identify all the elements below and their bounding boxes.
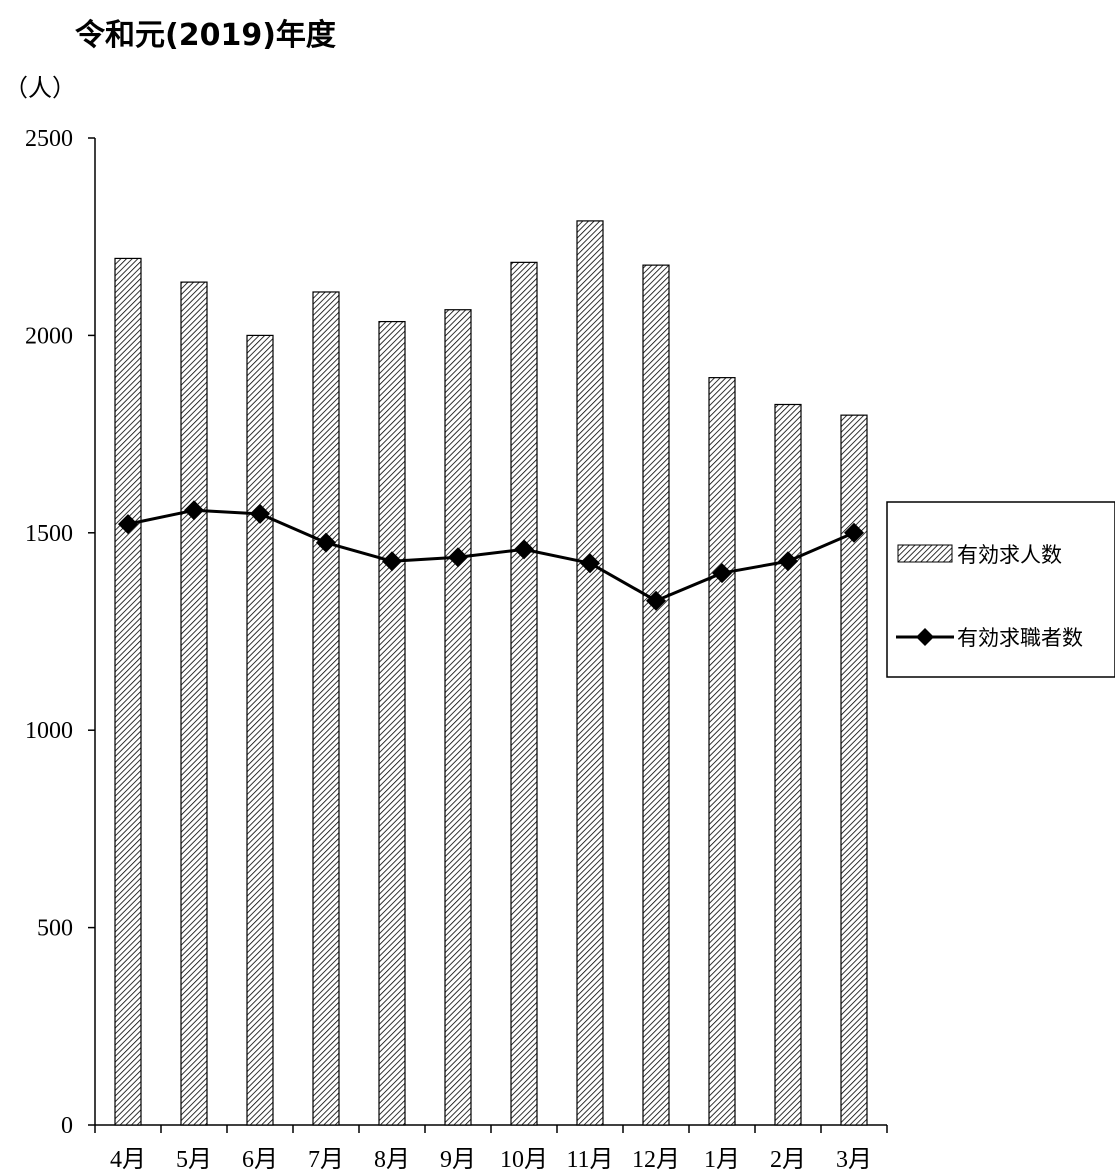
x-tick-label: 8月 [374,1147,410,1173]
x-tick-label: 3月 [836,1147,872,1173]
bar-4 [312,291,340,1126]
x-tick-label: 5月 [176,1147,212,1173]
x-tick-label: 7月 [308,1147,344,1173]
x-tick-label: 10月 [500,1147,548,1173]
x-tick-label: 12月 [632,1147,680,1173]
y-tick-label: 2000 [25,323,73,349]
bar-3 [246,334,274,1126]
line-point-4 [316,532,336,553]
line-point-2 [184,500,204,521]
y-tick-label: 500 [37,916,73,942]
bar-7 [510,261,538,1126]
bar-5 [378,320,406,1126]
line-series [118,500,864,611]
legend-marker-diamond [916,628,934,646]
y-axis-unit-label: （人） [4,74,76,102]
x-tick-label: 11月 [566,1147,613,1173]
x-tick-label: 6月 [242,1147,278,1173]
y-tick-label: 1500 [25,521,73,547]
bar-11 [774,403,802,1126]
legend-label-bar-series: 有効求人数 [957,543,1062,567]
bar-series [114,220,868,1126]
x-axis: 4月 5月 6月 7月 8月 9月 10月 11月 12月 1月 2月 3月 [94,1124,888,1173]
y-tick-label: 0 [61,1113,73,1139]
y-tick-label: 2500 [25,126,73,152]
line-point-8 [580,553,600,574]
bar-10 [708,377,736,1126]
legend-label-line-series: 有効求職者数 [957,626,1083,650]
y-axis: 0 500 1000 1500 2000 2500 [25,126,96,1139]
y-tick-label: 1000 [25,718,73,744]
line-point-3 [250,503,270,524]
bar-2 [180,281,208,1126]
chart-title: 令和元(2019)年度 [75,18,336,53]
bar-12 [840,414,868,1126]
x-tick-label: 9月 [440,1147,476,1173]
line-point-11 [778,551,798,572]
line-point-1 [118,514,138,535]
line-path [127,508,855,603]
line-point-9 [646,590,666,611]
line-point-12 [844,522,864,543]
line-point-10 [712,563,732,584]
legend: 有効求人数 有効求職者数 [886,501,1115,678]
x-tick-label: 2月 [770,1147,806,1173]
line-point-5 [382,551,402,572]
bar-8 [576,220,604,1126]
x-tick-label: 1月 [704,1147,740,1173]
x-tick-label: 4月 [110,1147,146,1173]
bar-9 [642,264,670,1126]
legend-box [886,501,1115,678]
line-point-7 [514,539,534,560]
line-point-6 [448,547,468,568]
bar-6 [444,309,472,1126]
legend-swatch-bar [897,544,953,563]
bar-1 [114,257,142,1126]
